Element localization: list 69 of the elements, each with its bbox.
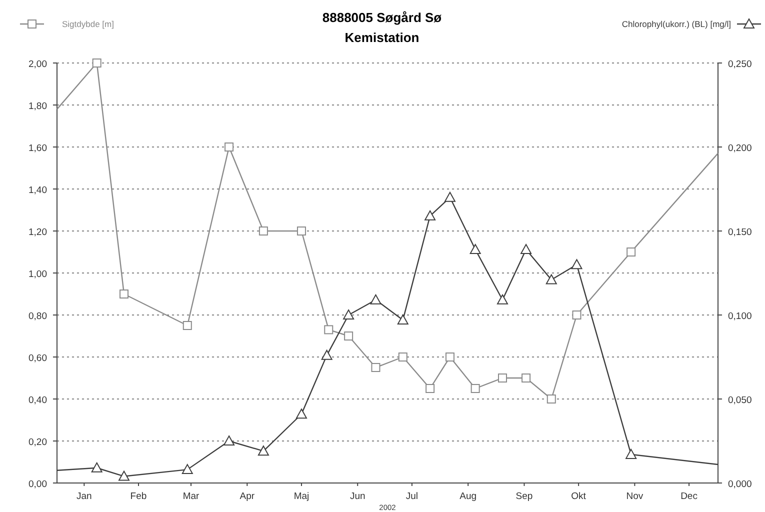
point <box>572 310 582 320</box>
point <box>445 352 454 362</box>
point <box>626 448 637 459</box>
point <box>344 332 354 340</box>
x-tick-label: Jun <box>350 491 366 502</box>
x-tick-label: Mar <box>182 491 200 502</box>
point <box>444 192 456 202</box>
point <box>522 374 531 382</box>
y-tick-label: 0,60 <box>28 353 47 364</box>
point <box>626 248 636 256</box>
y2-tick-label: 0,050 <box>728 395 752 406</box>
y2-tick-label: 0,100 <box>728 311 752 322</box>
point <box>296 408 307 419</box>
y-tick-label: 1,60 <box>28 143 47 154</box>
point <box>371 363 380 372</box>
y-tick-label: 0,80 <box>28 311 47 322</box>
point <box>498 374 507 382</box>
point <box>258 226 268 236</box>
x-tick-label: Nov <box>626 491 644 502</box>
point <box>324 325 334 334</box>
x-tick-label: Feb <box>130 491 147 502</box>
y-tick-label: 1,40 <box>28 185 47 196</box>
x-tick-label: Jul <box>406 491 418 502</box>
point <box>470 244 481 254</box>
point <box>426 384 435 393</box>
point <box>224 142 234 152</box>
x-tick-label: Jan <box>76 491 92 502</box>
point <box>296 226 306 236</box>
point <box>397 314 408 325</box>
x-tick-label: Dec <box>680 491 698 502</box>
point <box>258 446 269 456</box>
point <box>496 294 508 304</box>
point <box>520 244 532 254</box>
y-tick-label: 0,40 <box>28 395 47 406</box>
y-tick-label: 2,00 <box>28 59 47 70</box>
y-tick-label: 0,20 <box>28 437 47 448</box>
point <box>370 294 382 304</box>
point <box>182 464 193 474</box>
chart-title: 8888005 Søgård Sø <box>322 10 442 25</box>
point <box>91 462 102 472</box>
point <box>118 470 130 481</box>
x-tick-label: Maj <box>294 491 310 502</box>
point <box>424 210 436 220</box>
x-tick-label: Aug <box>460 491 477 502</box>
point <box>321 350 332 360</box>
point <box>398 352 408 362</box>
point <box>343 310 354 320</box>
y-tick-label: 1,00 <box>28 269 47 280</box>
point <box>571 259 582 270</box>
point <box>224 436 235 446</box>
point <box>546 274 557 284</box>
y2-tick-label: 0,200 <box>728 143 752 154</box>
point <box>470 384 480 393</box>
y-tick-label: 0,00 <box>28 479 47 490</box>
y2-tick-label: 0,150 <box>728 227 752 238</box>
y-tick-label: 1,20 <box>28 227 47 238</box>
x-tick-label: Okt <box>571 491 586 502</box>
y2-tick-label: 0,250 <box>728 59 752 70</box>
point <box>546 394 556 404</box>
point <box>120 290 129 298</box>
x-tick-label: Apr <box>240 491 255 502</box>
point <box>182 321 192 330</box>
legend-label: Sigtdybde [m] <box>62 19 114 29</box>
x-tick-label: Sep <box>516 491 533 502</box>
y2-tick-label: 0,000 <box>728 479 752 490</box>
point <box>92 58 102 68</box>
text: Chlorophyl(ukorr.) (BL) [mg/l] <box>622 19 731 29</box>
chart-subtitle: Kemistation <box>344 30 420 45</box>
y-tick-label: 1,80 <box>28 101 47 112</box>
